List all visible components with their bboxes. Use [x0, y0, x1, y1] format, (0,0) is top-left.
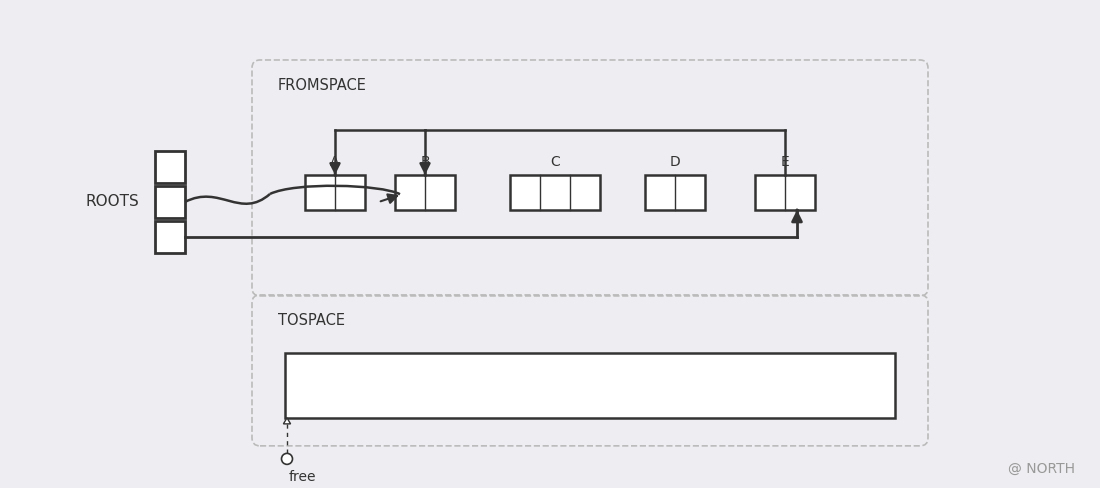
Bar: [645, 175, 705, 210]
Bar: [155, 186, 185, 218]
Bar: [155, 151, 185, 183]
Text: free: free: [289, 470, 317, 484]
Text: A: A: [330, 155, 340, 169]
Text: E: E: [781, 155, 790, 169]
Polygon shape: [284, 418, 290, 424]
Bar: [755, 175, 815, 210]
Bar: [155, 221, 185, 253]
Text: C: C: [550, 155, 560, 169]
Bar: [395, 175, 455, 210]
Text: B: B: [420, 155, 430, 169]
Text: ROOTS: ROOTS: [85, 194, 139, 209]
Bar: [510, 175, 600, 210]
Text: D: D: [670, 155, 681, 169]
Circle shape: [282, 453, 293, 465]
Bar: [285, 353, 895, 418]
Bar: [305, 175, 365, 210]
Text: FROMSPACE: FROMSPACE: [278, 78, 367, 93]
Text: TOSPACE: TOSPACE: [278, 313, 345, 328]
Text: @ NORTH: @ NORTH: [1008, 462, 1075, 476]
